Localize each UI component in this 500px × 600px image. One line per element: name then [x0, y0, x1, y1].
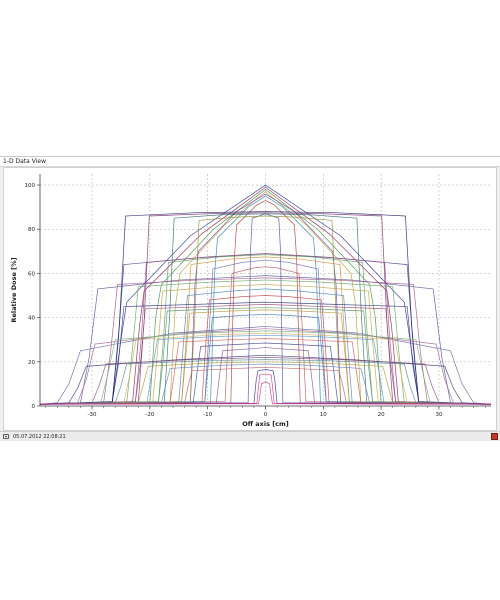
x-tick-label: 30 [435, 412, 442, 418]
y-tick-label: 100 [25, 183, 36, 189]
series-line [39, 342, 492, 405]
series-line [39, 256, 492, 405]
series-line [39, 301, 492, 405]
series-line [39, 328, 492, 405]
x-tick-label: 20 [378, 412, 385, 418]
x-axis-label: Off axis [cm] [242, 420, 289, 428]
y-tick-label: 40 [28, 316, 35, 322]
series-line [39, 359, 492, 405]
series-line [39, 357, 492, 405]
series-line [39, 381, 492, 405]
window-titlebar[interactable]: 1-D Data View [0, 157, 500, 167]
x-tick-label: 0 [264, 412, 268, 418]
series-line [39, 253, 492, 405]
series-line [39, 313, 492, 405]
data-view-window: 1-D Data View -30 -20 -10 0 10 20 30 0 20 40 60 80 1… [0, 156, 500, 441]
series-line [39, 354, 492, 405]
series-line [39, 330, 492, 405]
series-line [39, 361, 492, 405]
series-line [39, 363, 492, 405]
series-line [39, 213, 492, 405]
series-line [39, 288, 492, 405]
series-line [39, 186, 492, 405]
series-line [39, 259, 492, 405]
y-tick-label: 80 [28, 227, 35, 233]
series-line [39, 309, 492, 405]
series-line [39, 307, 492, 405]
x-tick-label: -30 [88, 412, 97, 418]
series-line [39, 373, 492, 405]
status-timestamp: 05.07.2012 22:08:21 [13, 434, 66, 440]
window-title: 1-D Data View [3, 158, 46, 165]
series-line [39, 254, 492, 405]
series-line [39, 211, 492, 405]
series-line [39, 326, 492, 405]
series-line [39, 304, 492, 405]
series-line [39, 338, 492, 405]
series-line [39, 332, 492, 405]
status-bar: 05.07.2012 22:08:21 [0, 431, 500, 441]
series-line [39, 195, 492, 405]
y-tick-label: 0 [32, 404, 36, 410]
series-line [39, 193, 492, 405]
series-line [39, 284, 492, 405]
series-line [39, 334, 492, 405]
series-line [39, 215, 492, 405]
dose-profile-chart[interactable]: -30 -20 -10 0 10 20 30 0 20 40 60 80 100 Off axis [cm… [4, 168, 496, 430]
series-line [39, 295, 492, 405]
series-line [39, 275, 492, 405]
y-tick-label: 60 [28, 271, 35, 277]
series-line [39, 277, 492, 405]
series-line [39, 347, 492, 405]
x-tick-label: -10 [203, 412, 212, 418]
series-line [39, 266, 492, 405]
y-tick-label: 20 [28, 360, 35, 366]
plot-area[interactable]: -30 -20 -10 0 10 20 30 0 20 40 60 80 100 Off axis [cm… [3, 167, 497, 431]
x-tick-label: 10 [320, 412, 327, 418]
series-line [39, 184, 492, 405]
close-button[interactable] [491, 433, 498, 440]
series-line [39, 212, 492, 405]
series-line [39, 366, 492, 405]
printer-icon[interactable] [3, 434, 9, 439]
series-line [39, 279, 492, 405]
series-line [39, 200, 492, 405]
y-axis-label: Relative Dose [%] [10, 257, 18, 322]
x-tick-label: -20 [145, 412, 154, 418]
series-line [39, 369, 492, 405]
series-line [39, 189, 492, 405]
